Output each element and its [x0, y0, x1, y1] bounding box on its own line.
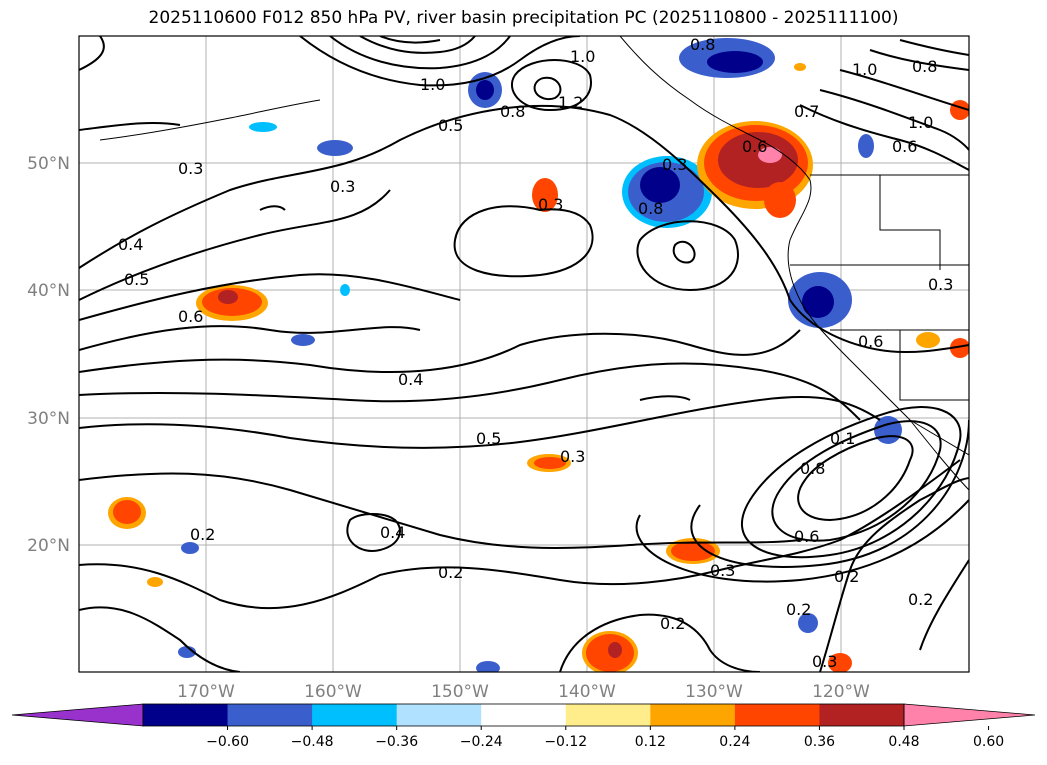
colorbar-tick-label: −0.60	[206, 734, 249, 750]
lon-label: 120°W	[812, 682, 870, 702]
colorbar: −0.60 −0.48 −0.36 −0.24 −0.12 0.12 0.24 0.36 0.4…	[11, 703, 1036, 750]
contour-label: 0.2	[190, 525, 215, 544]
colorbar-tick-label: 0.24	[719, 734, 750, 750]
lon-label: 160°W	[304, 682, 362, 702]
colorbar-segment	[565, 704, 651, 726]
contour-label: 0.8	[800, 459, 825, 478]
colorbar-tick-label: 0.48	[888, 734, 919, 750]
contour-label: 0.3	[928, 275, 953, 294]
colorbar-segment	[734, 704, 820, 726]
contour-label: 0.5	[476, 429, 501, 448]
contour-label: 0.6	[892, 137, 917, 156]
longitude-labels: 170°W 160°W 150°W 140°W 130°W 120°W	[177, 682, 870, 702]
contour-label: 0.6	[178, 307, 203, 326]
colorbar-outline	[142, 703, 905, 727]
coastlines	[99, 36, 969, 491]
colorbar-segment	[396, 704, 482, 726]
contour-label: 0.6	[742, 137, 767, 156]
contour-label: 0.3	[538, 195, 563, 214]
contour-label: 1.0	[570, 47, 595, 66]
contour-label: 0.3	[560, 447, 585, 466]
contour-label: 0.6	[794, 527, 819, 546]
contour-label: 0.1	[830, 429, 855, 448]
colorbar-tick-label: −0.36	[375, 734, 418, 750]
contour-label: 0.3	[178, 159, 203, 178]
colorbar-tick-label: −0.24	[460, 734, 503, 750]
contour-labels: 0.3 0.3 0.4 0.5 0.6 1.0 1.0 1.2 0.5 0.8 …	[118, 35, 953, 671]
map-area	[79, 36, 969, 672]
contour-label: 0.4	[118, 235, 143, 254]
colorbar-segment	[312, 704, 398, 726]
contour-label: 0.3	[710, 561, 735, 580]
colorbar-segment	[650, 704, 736, 726]
lon-label: 130°W	[685, 682, 743, 702]
contour-label: 0.5	[438, 116, 463, 135]
colorbar-segment	[819, 704, 905, 726]
pv-contours	[79, 36, 969, 672]
contour-label: 0.4	[398, 370, 423, 389]
contour-label: 0.8	[690, 35, 715, 54]
colorbar-extend-high	[903, 703, 1036, 727]
lat-label: 30°N	[27, 409, 70, 429]
lat-label: 40°N	[27, 281, 70, 301]
colorbar-segment	[143, 704, 229, 726]
lat-label: 50°N	[27, 154, 70, 174]
contour-label: 0.8	[500, 102, 525, 121]
lon-label: 140°W	[558, 682, 616, 702]
contour-label: 0.3	[662, 155, 687, 174]
colorbar-tick-label: 0.12	[635, 734, 666, 750]
colorbar-extend-low	[11, 703, 144, 727]
colorbar-segment	[481, 704, 567, 726]
contour-label: 0.4	[380, 523, 405, 542]
precipitation-shading	[108, 38, 969, 672]
colorbar-tick-label: 0.36	[804, 734, 835, 750]
lat-label: 20°N	[27, 536, 70, 556]
contour-label: 1.2	[558, 93, 583, 112]
contour-label: 0.6	[858, 332, 883, 351]
contour-label: 0.2	[660, 614, 685, 633]
contour-label: 0.8	[912, 57, 937, 76]
contour-label: 1.0	[852, 60, 877, 79]
contour-label: 0.2	[786, 600, 811, 619]
map-title: 2025110600 F012 850 hPa PV, river basin …	[148, 8, 899, 28]
contour-label: 0.3	[330, 177, 355, 196]
map-frame	[78, 35, 970, 673]
contour-label: 0.2	[834, 567, 859, 586]
contour-label: 0.2	[438, 563, 463, 582]
contour-label: 0.8	[638, 199, 663, 218]
contour-label: 0.7	[794, 102, 819, 121]
colorbar-segment	[227, 704, 313, 726]
lon-label: 170°W	[177, 682, 235, 702]
colorbar-tick-label: −0.12	[544, 734, 587, 750]
latitude-labels: 50°N 40°N 30°N 20°N	[27, 154, 70, 556]
lon-label: 150°W	[431, 682, 489, 702]
contour-label: 0.5	[124, 270, 149, 289]
contour-label: 1.0	[908, 113, 933, 132]
contour-label: 0.3	[812, 652, 837, 671]
contour-label: 0.2	[908, 590, 933, 609]
contour-label: 1.0	[420, 75, 445, 94]
colorbar-tick-label: 0.60	[973, 734, 1004, 750]
colorbar-tick-label: −0.48	[291, 734, 334, 750]
